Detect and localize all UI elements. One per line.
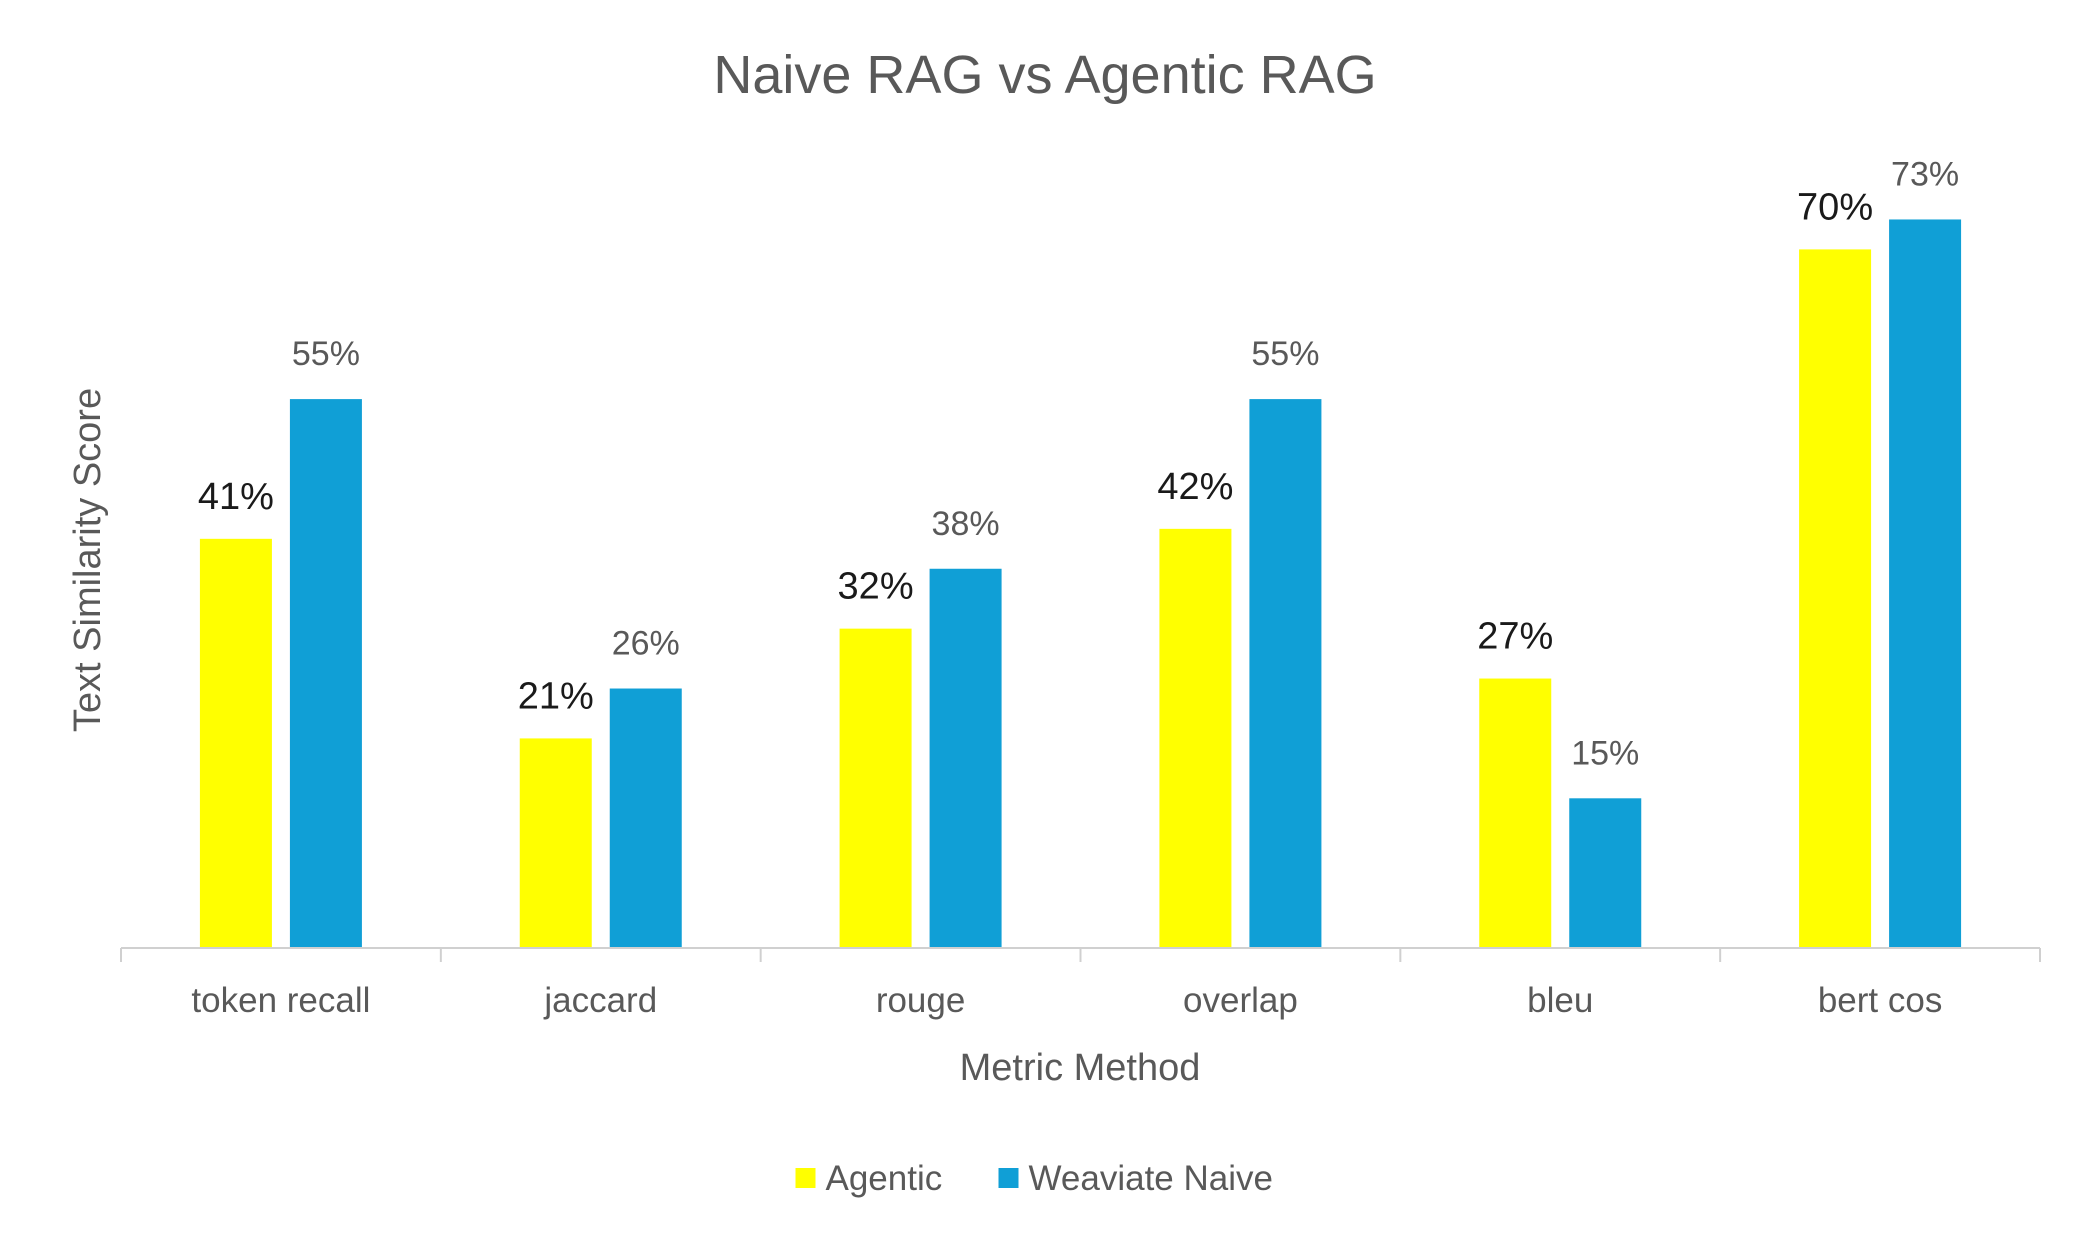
x-tick-label-overlap: overlap <box>1183 981 1298 1020</box>
x-tick-label-bert-cos: bert cos <box>1818 981 1943 1020</box>
data-label-weaviate-naive-token-recall: 55% <box>292 335 360 373</box>
bar-weaviate-naive-token-recall <box>289 399 362 949</box>
bar-weaviate-naive-bert-cos <box>1889 219 1962 948</box>
bar-weaviate-naive-jaccard <box>609 688 682 948</box>
bar-agentic-bert-cos <box>1799 249 1872 948</box>
x-tick-label-bleu: bleu <box>1527 981 1593 1020</box>
legend-label-agentic: Agentic <box>826 1159 943 1198</box>
data-label-weaviate-naive-bert-cos: 73% <box>1891 155 1959 193</box>
data-label-agentic-token-recall: 41% <box>198 476 274 518</box>
data-labels: 41% 55% 21% 26% 32% 38% 42% 55% 27% 15% 70% 73% <box>198 155 1959 772</box>
data-label-agentic-rouge: 32% <box>838 566 914 608</box>
legend-swatch-agentic <box>795 1168 816 1188</box>
data-label-agentic-jaccard: 21% <box>518 675 594 717</box>
legend-label-weaviate-naive: Weaviate Naive <box>1029 1159 1273 1198</box>
x-tick-label-jaccard: jaccard <box>543 981 657 1020</box>
bar-weaviate-naive-overlap <box>1249 399 1322 949</box>
data-label-agentic-bleu: 27% <box>1477 616 1553 658</box>
data-label-weaviate-naive-bleu: 15% <box>1571 734 1639 772</box>
legend: Agentic Weaviate Naive <box>795 1159 1273 1198</box>
x-axis: token recall jaccard rouge overlap bleu bert … <box>120 947 2041 1020</box>
x-axis-title: Metric Method <box>960 1047 1201 1089</box>
bar-weaviate-naive-bleu <box>1569 798 1642 948</box>
chart-title: Naive RAG vs Agentic RAG <box>713 45 1376 105</box>
x-tick-label-rouge: rouge <box>876 981 966 1020</box>
bar-agentic-bleu <box>1479 678 1552 948</box>
data-label-agentic-bert-cos: 70% <box>1797 186 1873 228</box>
bar-weaviate-naive-rouge <box>929 568 1002 948</box>
bar-agentic-jaccard <box>519 738 592 948</box>
data-label-agentic-overlap: 42% <box>1157 466 1233 508</box>
data-label-weaviate-naive-rouge: 38% <box>932 505 1000 543</box>
x-tick-label-token-recall: token recall <box>191 981 370 1020</box>
bar-agentic-token-recall <box>199 538 272 948</box>
legend-swatch-weaviate-naive <box>998 1168 1019 1188</box>
data-label-weaviate-naive-overlap: 55% <box>1251 335 1319 373</box>
y-axis-title: Text Similarity Score <box>67 388 109 732</box>
data-label-weaviate-naive-jaccard: 26% <box>612 625 680 663</box>
bars-layer <box>199 219 1962 949</box>
bar-agentic-rouge <box>839 628 912 948</box>
bar-agentic-overlap <box>1159 528 1232 948</box>
